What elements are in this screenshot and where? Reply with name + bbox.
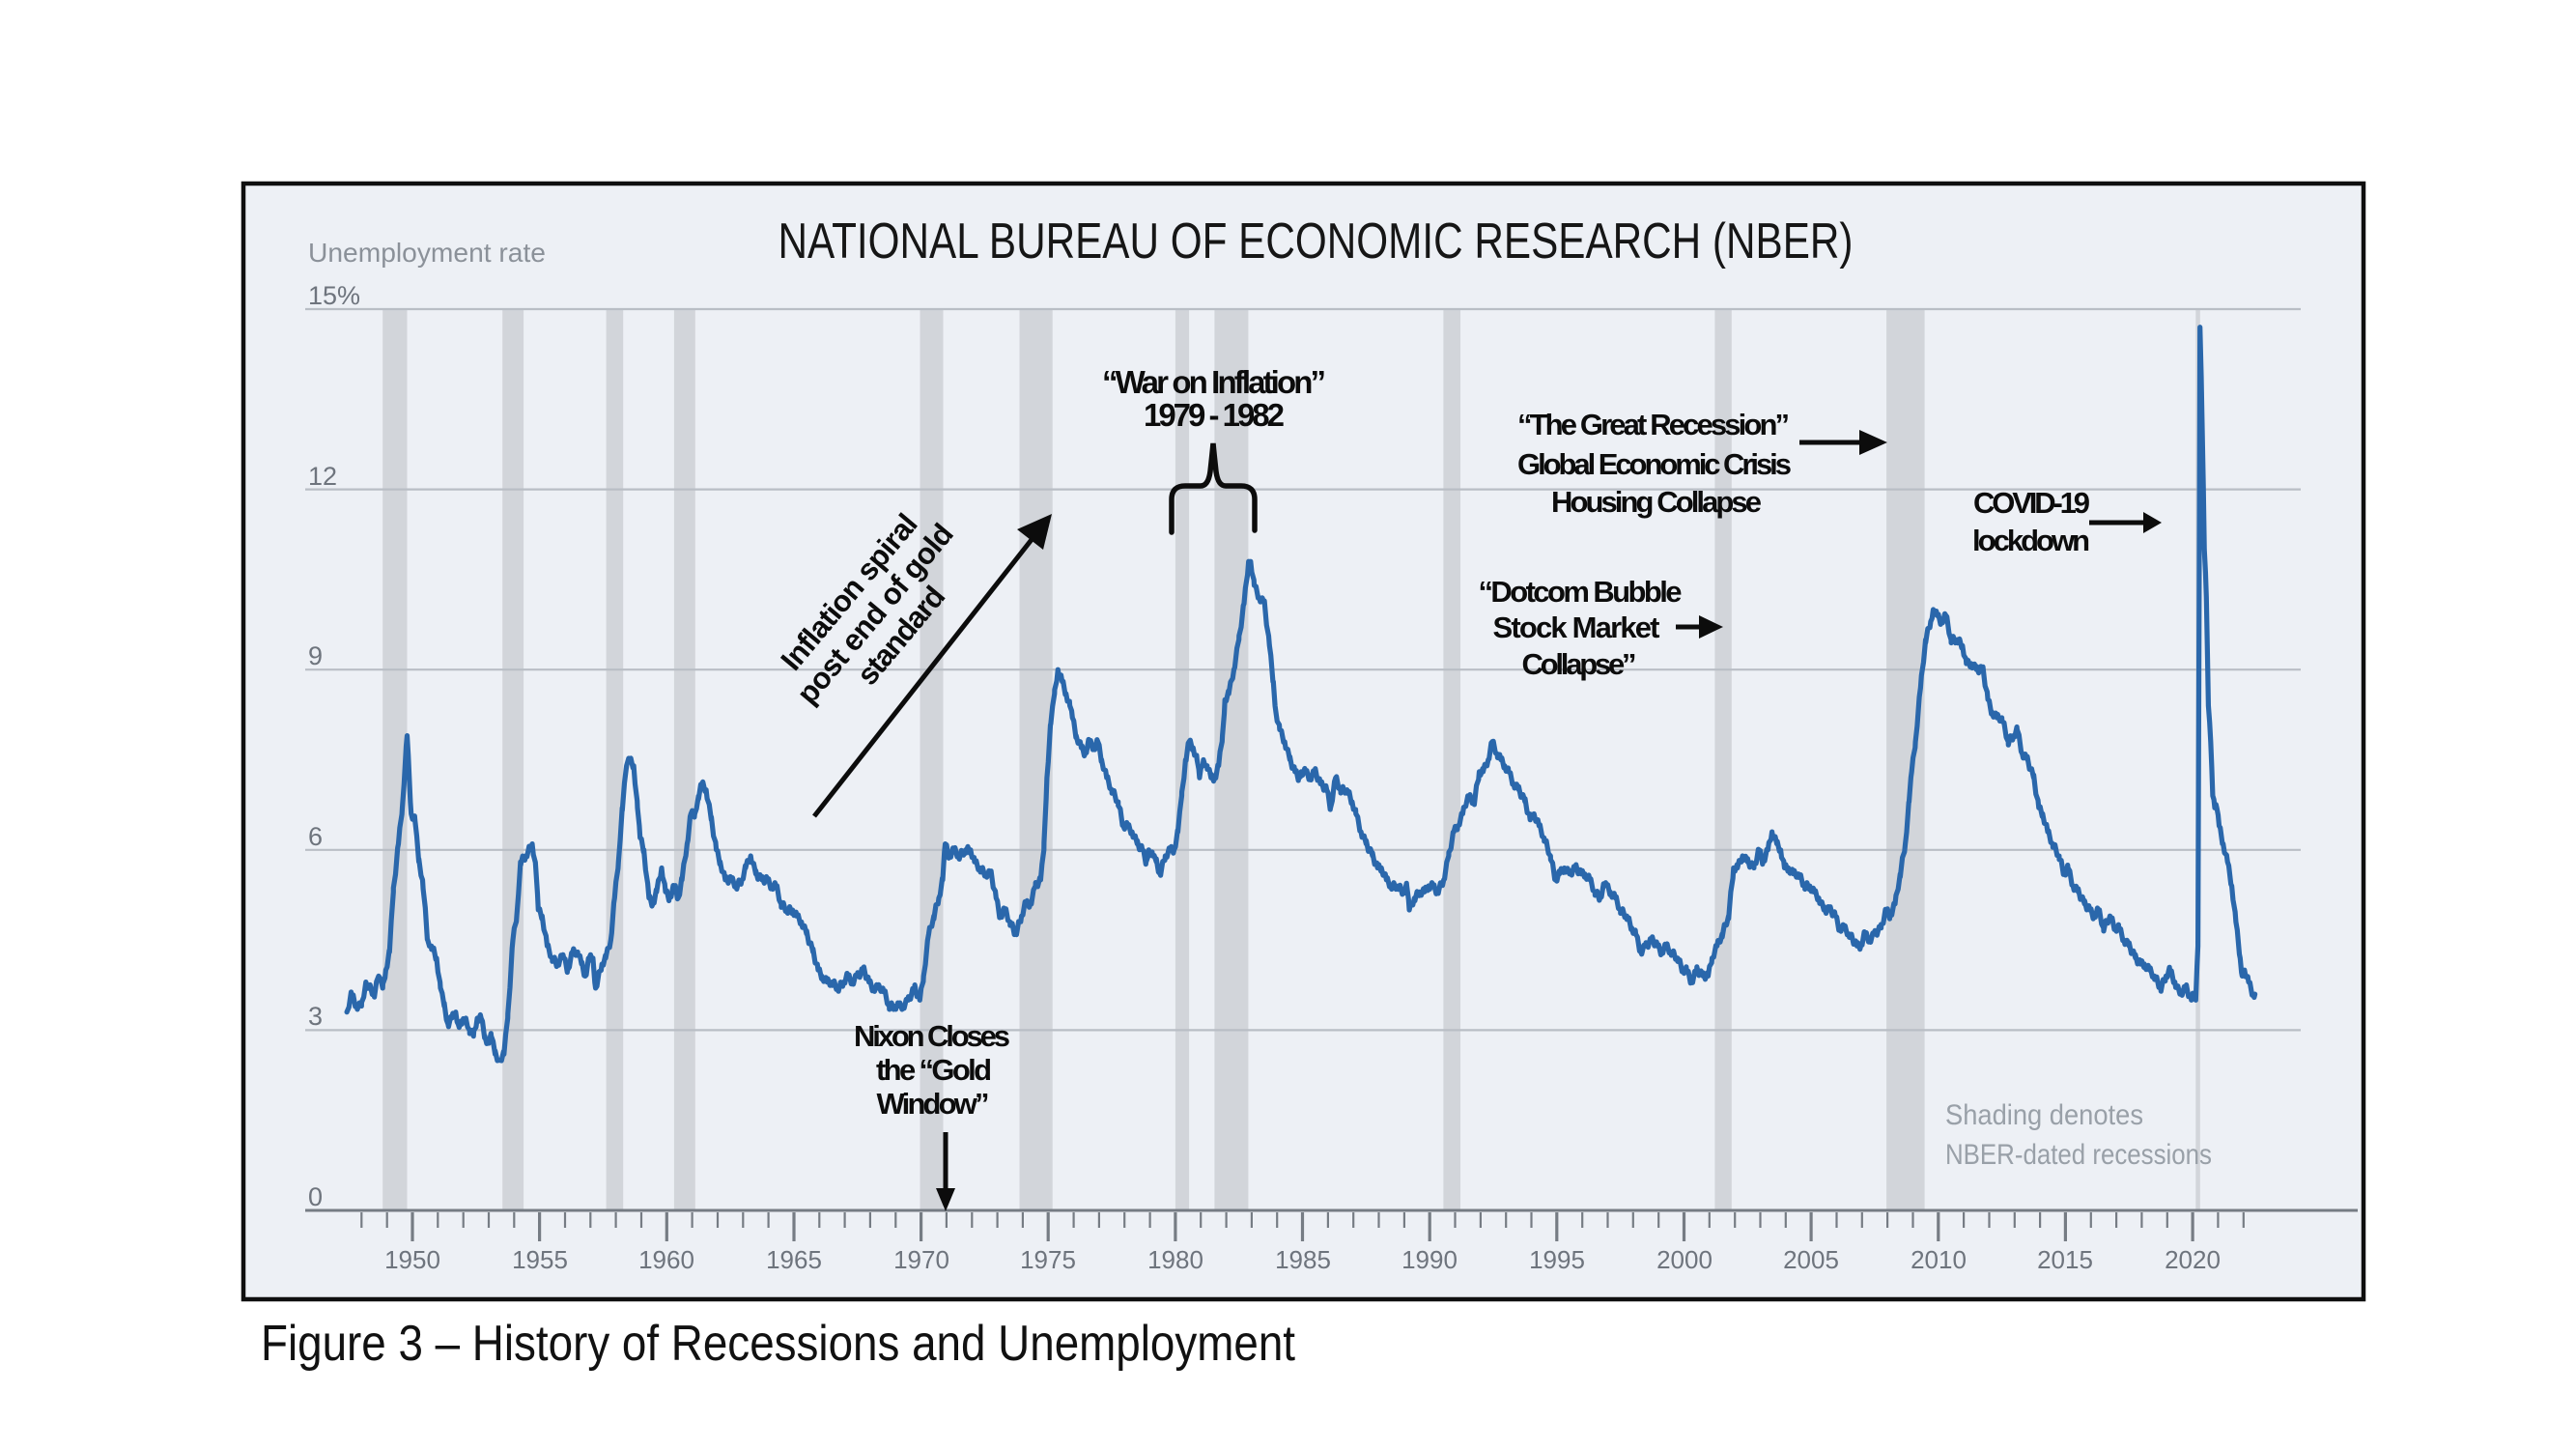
svg-text:NBER-dated recessions: NBER-dated recessions (1945, 1139, 2212, 1171)
svg-text:1950: 1950 (384, 1245, 440, 1274)
svg-text:“War on Inflation”: “War on Inflation” (1102, 364, 1326, 400)
svg-text:6: 6 (308, 822, 323, 851)
svg-text:1965: 1965 (766, 1245, 822, 1274)
svg-text:Nixon Closes: Nixon Closes (854, 1019, 1010, 1053)
svg-text:Figure 3 – History of Recessio: Figure 3 – History of Recessions and Une… (261, 1316, 1295, 1372)
svg-text:Housing Collapse: Housing Collapse (1551, 485, 1762, 519)
svg-text:1990: 1990 (1401, 1245, 1458, 1274)
svg-text:NATIONAL BUREAU OF ECONOMIC RE: NATIONAL BUREAU OF ECONOMIC RESEARCH (NB… (778, 213, 1854, 270)
svg-text:Shading denotes: Shading denotes (1945, 1099, 2143, 1131)
svg-text:Collapse”: Collapse” (1522, 647, 1637, 681)
svg-text:COVID-19: COVID-19 (1973, 486, 2090, 520)
svg-text:0: 0 (308, 1182, 323, 1211)
svg-text:2005: 2005 (1783, 1245, 1839, 1274)
svg-text:Global Economic Crisis: Global Economic Crisis (1517, 447, 1792, 481)
svg-text:Window”: Window” (877, 1087, 990, 1121)
svg-text:Stock Market: Stock Market (1493, 611, 1660, 644)
svg-text:2010: 2010 (1911, 1245, 1967, 1274)
svg-text:2020: 2020 (2165, 1245, 2221, 1274)
svg-text:1995: 1995 (1529, 1245, 1585, 1274)
svg-text:the “Gold: the “Gold (876, 1053, 992, 1087)
svg-text:“Dotcom Bubble: “Dotcom Bubble (1479, 575, 1683, 609)
svg-text:15%: 15% (308, 281, 360, 310)
svg-text:9: 9 (308, 641, 323, 670)
svg-text:1975: 1975 (1020, 1245, 1076, 1274)
svg-text:2015: 2015 (2037, 1245, 2093, 1274)
svg-text:1985: 1985 (1275, 1245, 1331, 1274)
svg-text:12: 12 (308, 462, 337, 491)
svg-text:1955: 1955 (512, 1245, 568, 1274)
svg-text:1970: 1970 (893, 1245, 949, 1274)
svg-text:3: 3 (308, 1002, 323, 1031)
svg-text:1980: 1980 (1147, 1245, 1203, 1274)
svg-text:1960: 1960 (638, 1245, 694, 1274)
svg-text:Unemployment rate: Unemployment rate (308, 238, 546, 268)
svg-text:“The Great Recession”: “The Great Recession” (1517, 408, 1790, 441)
svg-text:lockdown: lockdown (1972, 524, 2090, 557)
svg-text:2000: 2000 (1656, 1245, 1713, 1274)
svg-text:1979 - 1982: 1979 - 1982 (1144, 397, 1285, 433)
